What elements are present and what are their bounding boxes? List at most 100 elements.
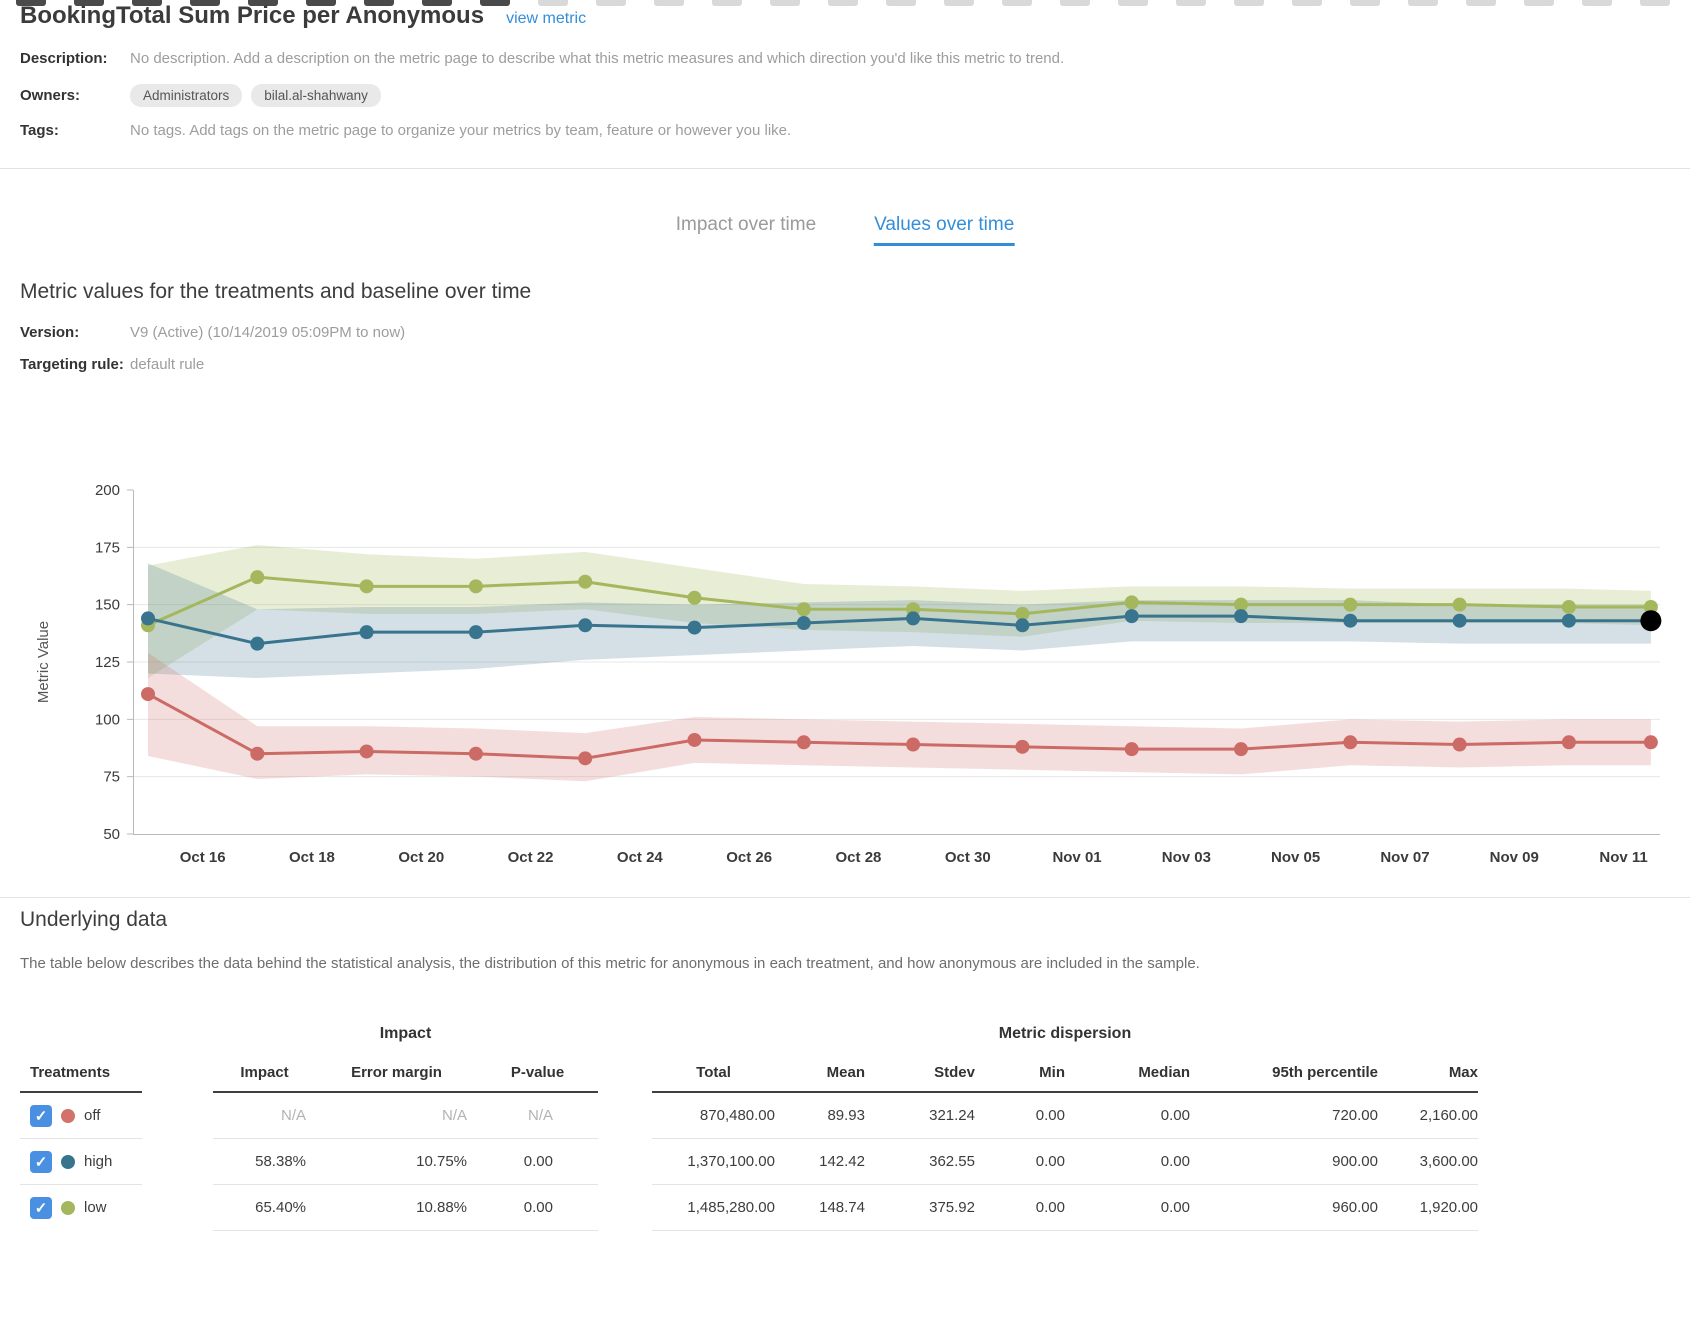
data-point-low-2[interactable] xyxy=(359,579,374,594)
confidence-band-off xyxy=(148,652,1651,782)
p95-cell: 960.00 xyxy=(1332,1199,1378,1216)
p_value-cell: 0.00 xyxy=(523,1153,553,1170)
min-column-header: Min xyxy=(1039,1063,1065,1081)
y-tick-label: 150 xyxy=(95,597,120,614)
data-point-off-6[interactable] xyxy=(796,735,811,750)
data-point-off-13[interactable] xyxy=(1561,735,1576,750)
data-point-high-7[interactable] xyxy=(906,611,921,626)
y-tick-label: 200 xyxy=(95,482,120,499)
p_value-cell: N/A xyxy=(527,1107,553,1124)
impact-group-header: Impact xyxy=(379,1025,432,1042)
top-dash xyxy=(1408,0,1438,6)
p95-cell: 900.00 xyxy=(1332,1153,1378,1170)
tab-impact-over-time[interactable]: Impact over time xyxy=(675,214,817,235)
data-point-off-11[interactable] xyxy=(1343,735,1358,750)
data-point-low-4[interactable] xyxy=(578,574,593,589)
data-point-off-4[interactable] xyxy=(578,751,593,766)
mean-cell: 142.42 xyxy=(819,1153,865,1170)
data-point-high-3[interactable] xyxy=(468,625,483,640)
data-point-high-9[interactable] xyxy=(1124,609,1139,624)
x-tick-label: Oct 26 xyxy=(726,849,772,866)
data-point-high-13[interactable] xyxy=(1561,613,1576,628)
max-column-header: Max xyxy=(1448,1063,1478,1081)
owner-chip: Administrators xyxy=(130,84,243,107)
data-point-high-8[interactable] xyxy=(1015,618,1030,633)
data-point-high-4[interactable] xyxy=(578,618,593,633)
data-point-off-5[interactable] xyxy=(687,732,702,747)
data-point-high-0[interactable] xyxy=(141,611,155,626)
total-cell: 870,480.00 xyxy=(699,1107,775,1124)
top-dash xyxy=(1060,0,1090,6)
tags-label: Tags: xyxy=(20,122,59,139)
underlying-data-description: The table below describes the data behin… xyxy=(20,955,1200,972)
p-value-column-header: P-value xyxy=(510,1063,565,1081)
median-cell: 0.00 xyxy=(1160,1107,1190,1124)
max-cell: 2,160.00 xyxy=(1419,1107,1478,1124)
treatments-header: Treatments xyxy=(30,1063,111,1081)
data-point-off-2[interactable] xyxy=(359,744,374,759)
x-tick-label: Oct 22 xyxy=(508,849,554,866)
top-dash xyxy=(770,0,800,6)
y-tick-label: 75 xyxy=(103,769,120,786)
data-point-low-5[interactable] xyxy=(687,590,702,605)
data-point-high-1[interactable] xyxy=(250,636,265,651)
data-point-low-6[interactable] xyxy=(796,602,811,617)
chart-table-divider xyxy=(0,897,1690,898)
data-point-low-1[interactable] xyxy=(250,570,265,585)
data-point-high-12[interactable] xyxy=(1452,613,1467,628)
data-point-off-10[interactable] xyxy=(1234,742,1248,757)
data-point-high-11[interactable] xyxy=(1343,613,1358,628)
top-dash xyxy=(16,0,46,6)
top-dash xyxy=(712,0,742,6)
data-point-low-12[interactable] xyxy=(1452,597,1467,612)
mean-cell: 89.93 xyxy=(827,1107,865,1124)
data-point-high-14[interactable] xyxy=(1640,610,1662,632)
data-point-off-7[interactable] xyxy=(906,737,921,752)
top-dash xyxy=(1118,0,1148,6)
data-point-low-3[interactable] xyxy=(468,579,483,594)
owner-chip: bilal.al-shahwany xyxy=(251,84,381,107)
data-point-low-8[interactable] xyxy=(1015,606,1030,621)
data-point-high-10[interactable] xyxy=(1234,609,1248,624)
x-tick-label: Nov 09 xyxy=(1490,849,1539,866)
data-point-low-10[interactable] xyxy=(1234,597,1248,612)
data-point-high-6[interactable] xyxy=(796,616,811,631)
data-point-off-14[interactable] xyxy=(1643,735,1658,750)
data-point-high-5[interactable] xyxy=(687,620,702,635)
treatment-checkbox-low[interactable]: ✓ xyxy=(30,1196,52,1219)
data-point-off-9[interactable] xyxy=(1124,742,1139,757)
data-point-low-11[interactable] xyxy=(1343,597,1358,612)
dispersion-row-off: 870,480.00 89.93 321.24 0.00 0.00 720.00 2,160… xyxy=(652,1093,1478,1139)
data-point-off-1[interactable] xyxy=(250,746,265,761)
values-over-time-chart: 50 75 100 125 150 175 200 Oct 16 Oct 18 Oct 20 Oct… xyxy=(0,430,1690,880)
error_margin-cell: 10.88% xyxy=(416,1199,467,1216)
data-point-off-8[interactable] xyxy=(1015,739,1030,754)
stdev-cell: 375.92 xyxy=(929,1199,975,1216)
impact-column-header: Impact xyxy=(240,1063,289,1081)
x-tick-label: Nov 03 xyxy=(1162,849,1211,866)
data-point-off-12[interactable] xyxy=(1452,737,1467,752)
top-dash xyxy=(1292,0,1322,6)
data-point-low-13[interactable] xyxy=(1561,599,1576,614)
data-point-high-2[interactable] xyxy=(359,625,374,640)
version-value: V9 (Active) (10/14/2019 05:09PM to now) xyxy=(130,324,406,341)
top-dash xyxy=(886,0,916,6)
view-metric-link[interactable]: view metric xyxy=(506,10,587,27)
treatment-checkbox-high[interactable]: ✓ xyxy=(30,1150,52,1173)
data-point-off-3[interactable] xyxy=(468,746,483,761)
data-point-low-14[interactable] xyxy=(1643,599,1658,614)
x-tick-label: Oct 20 xyxy=(398,849,444,866)
metric-dispersion-group-header: Metric dispersion xyxy=(998,1025,1132,1042)
tab-values-over-time[interactable]: Values over time xyxy=(874,214,1015,246)
mean-column-header: Mean xyxy=(826,1063,865,1081)
treatment-color-dot-low xyxy=(61,1200,75,1215)
top-dashes-decoration xyxy=(0,0,1690,6)
data-point-low-9[interactable] xyxy=(1124,595,1139,610)
total-cell: 1,370,100.00 xyxy=(687,1153,775,1170)
total-cell: 1,485,280.00 xyxy=(687,1199,775,1216)
data-point-off-0[interactable] xyxy=(141,687,155,702)
targeting-rule-label: Targeting rule: xyxy=(20,356,124,373)
treatment-checkbox-off[interactable]: ✓ xyxy=(30,1104,52,1127)
tags-value: No tags. Add tags on the metric page to … xyxy=(130,122,792,139)
impact-section: Impact Impact Error margin P-value N/A N/… xyxy=(213,1025,598,1231)
